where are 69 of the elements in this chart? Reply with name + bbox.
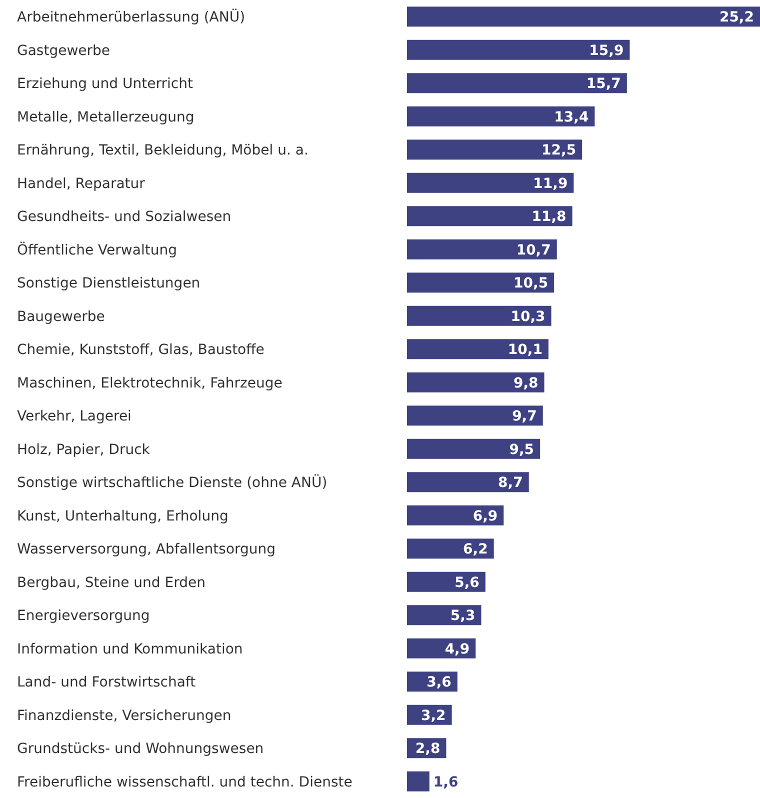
bar [407, 6, 760, 27]
bar [407, 472, 529, 492]
bar [407, 438, 540, 459]
bar [407, 73, 627, 94]
y-tick-label: Energieversorgung [17, 608, 150, 624]
bar [407, 771, 430, 792]
y-tick-label: Sonstige wirtschaftliche Dienste (ohne ANÜ) [17, 474, 328, 492]
data-label: 3,6 [426, 674, 452, 691]
y-tick-label: Verkehr, Lagerei [17, 408, 132, 425]
data-label: 10,1 [508, 342, 542, 358]
data-label: 10,7 [516, 242, 551, 258]
data-label: 2,8 [415, 741, 440, 758]
y-tick-label: Baugewerbe [17, 308, 105, 325]
bar [407, 106, 595, 126]
data-label: 9,7 [512, 408, 537, 425]
data-label: 8,7 [498, 475, 523, 492]
bar [407, 605, 482, 626]
data-label: 25,2 [719, 10, 754, 26]
y-tick-label: Finanzdienste, Versicherungen [17, 708, 232, 724]
bar [407, 306, 552, 326]
bar [407, 40, 630, 60]
data-label: 6,9 [472, 508, 498, 524]
data-label: 11,8 [532, 209, 566, 226]
data-label: 13,4 [554, 109, 589, 126]
y-tick-label: Gastgewerbe [17, 42, 110, 59]
bar [407, 372, 544, 392]
y-tick-label: Bergbau, Steine und Erden [17, 574, 206, 591]
data-label: 15,9 [589, 42, 624, 59]
y-tick-label: Grundstücks- und Wohnungswesen [17, 741, 264, 758]
data-label: 1,6 [433, 774, 458, 790]
bar [407, 538, 494, 559]
y-tick-label: Erziehung und Unterricht [17, 76, 194, 92]
data-label: 5,6 [454, 574, 480, 591]
bar [407, 140, 582, 160]
y-tick-label: Maschinen, Elektrotechnik, Fahrzeuge [17, 375, 282, 392]
data-label: 4,9 [444, 641, 470, 658]
bar [407, 406, 543, 426]
bar [407, 272, 554, 293]
y-tick-label: Holz, Papier, Druck [17, 442, 151, 458]
data-label: 15,7 [586, 76, 621, 92]
data-label: 5,3 [450, 608, 476, 624]
y-tick-label: Information und Kommunikation [17, 641, 243, 658]
y-tick-label: Arbeitnehmerüberlassung (ANÜ) [17, 8, 246, 26]
data-label: 11,9 [533, 176, 568, 192]
y-tick-label: Gesundheits- und Sozialwesen [17, 209, 232, 226]
bar [407, 172, 574, 193]
y-tick-label: Ernährung, Textil, Bekleidung, Möbel u. a. [17, 142, 308, 159]
y-tick-label: Freiberufliche wissenschaftl. und techn. Dienste [17, 774, 352, 790]
y-tick-label: Handel, Reparatur [17, 176, 146, 192]
bar [407, 505, 504, 526]
y-tick-label: Kunst, Unterhaltung, Erholung [17, 508, 228, 524]
y-tick-label: Wasserversorgung, Abfallentsorgung [17, 542, 276, 558]
y-tick-label: Metalle, Metallerzeugung [17, 109, 194, 126]
y-tick-label: Öffentliche Verwaltung [17, 241, 177, 258]
data-label: 12,5 [542, 142, 576, 159]
bar [407, 239, 557, 260]
data-label: 10,5 [514, 276, 548, 292]
bar [407, 572, 486, 592]
data-label: 6,2 [463, 542, 488, 558]
data-label: 9,8 [513, 375, 538, 392]
y-tick-label: Land- und Forstwirtschaft [17, 674, 196, 691]
bar [407, 339, 548, 360]
y-tick-label: Sonstige Dienstleistungen [17, 276, 200, 292]
data-label: 3,2 [421, 708, 446, 724]
bar [407, 206, 572, 226]
y-tick-label: Chemie, Kunststoff, Glas, Baustoffe [17, 342, 264, 358]
data-label: 10,3 [510, 308, 546, 325]
data-label: 9,5 [509, 442, 534, 458]
bar [407, 638, 476, 658]
